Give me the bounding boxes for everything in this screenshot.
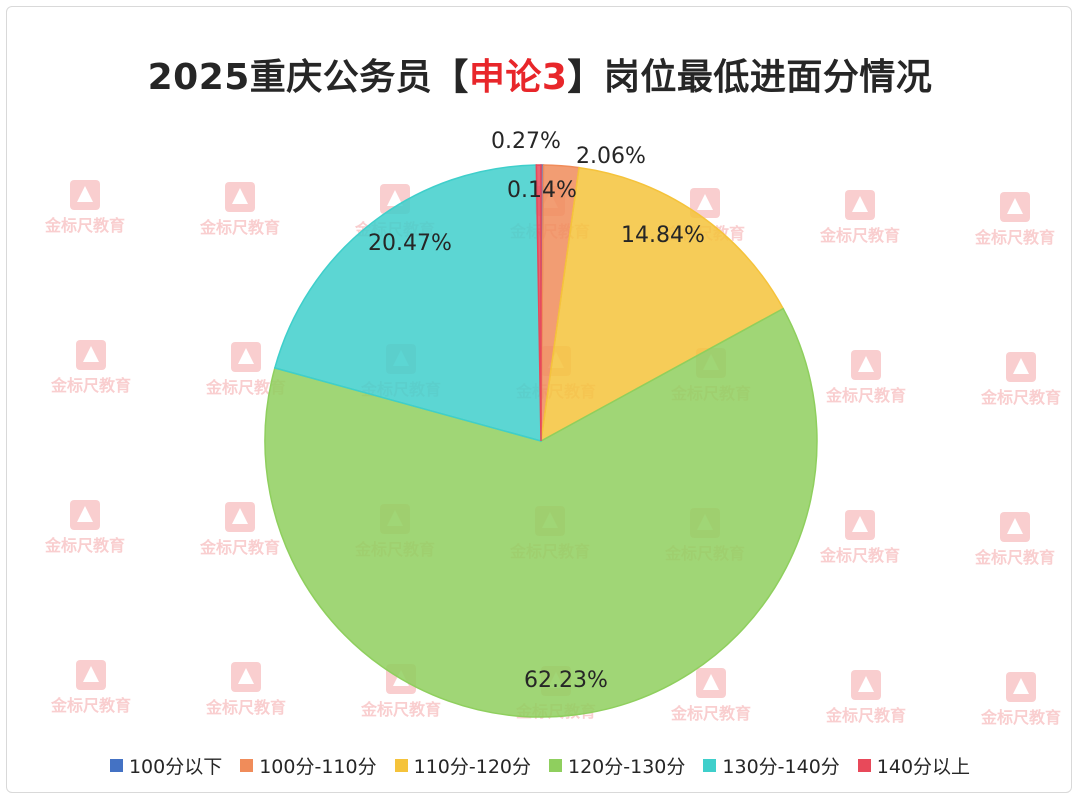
watermark-logo-icon bbox=[845, 510, 875, 540]
title-part-3: 】岗位最低进面分情况 bbox=[567, 57, 933, 98]
chart-title: 2025重庆公务员【申论3】岗位最低进面分情况 bbox=[0, 48, 1080, 100]
legend-swatch bbox=[549, 759, 562, 772]
watermark: 金标尺教育 bbox=[46, 660, 136, 716]
title-part-1: 2025重庆公务员【 bbox=[147, 57, 469, 98]
watermark: 金标尺教育 bbox=[976, 672, 1066, 728]
watermark-logo-icon bbox=[1000, 512, 1030, 542]
legend-item-3: 110分-120分 bbox=[394, 752, 531, 779]
legend-label: 130分-140分 bbox=[722, 756, 840, 778]
legend-label: 140分以上 bbox=[876, 756, 971, 778]
legend-label: 120分-130分 bbox=[568, 756, 686, 778]
legend-label: 100分-110分 bbox=[259, 756, 377, 778]
legend-item-5: 130分-140分 bbox=[703, 752, 840, 779]
watermark-logo-icon bbox=[1006, 672, 1036, 702]
legend-item-4: 120分-130分 bbox=[549, 752, 685, 779]
watermark: 金标尺教育 bbox=[46, 340, 136, 396]
watermark-logo-icon bbox=[70, 500, 100, 530]
watermark-logo-icon bbox=[845, 190, 875, 220]
watermark: 金标尺教育 bbox=[40, 500, 130, 556]
legend-swatch bbox=[240, 759, 254, 772]
watermark: 金标尺教育 bbox=[40, 180, 130, 236]
slice-label-2: 2.06% bbox=[576, 144, 646, 169]
watermark: 金标尺教育 bbox=[201, 342, 291, 398]
watermark: 金标尺教育 bbox=[666, 668, 756, 724]
pie-slice-6 bbox=[535, 164, 542, 442]
watermark: 金标尺教育 bbox=[195, 502, 285, 558]
pie-slice-3 bbox=[540, 166, 785, 443]
pie-slice-4 bbox=[264, 307, 818, 718]
watermark: 金标尺教育 bbox=[970, 192, 1060, 248]
watermark-logo-icon bbox=[225, 502, 255, 532]
watermark-logo-icon bbox=[231, 342, 261, 372]
legend-swatch bbox=[109, 759, 123, 772]
watermark: 金标尺教育 bbox=[976, 352, 1066, 408]
legend-label: 100分以下 bbox=[128, 756, 223, 778]
watermark-logo-icon bbox=[76, 660, 106, 690]
watermark-logo-icon bbox=[70, 180, 100, 210]
legend-label: 110分-120分 bbox=[413, 756, 531, 778]
legend-swatch bbox=[857, 759, 871, 772]
pie-slice-5 bbox=[273, 164, 542, 442]
legend-item-6: 140分以上 bbox=[857, 752, 971, 779]
watermark: 金标尺教育 bbox=[815, 510, 905, 566]
slice-label-3: 14.84% bbox=[621, 223, 705, 248]
watermark-logo-icon bbox=[231, 662, 261, 692]
legend-item-2: 100分-110分 bbox=[240, 752, 377, 779]
watermark: 金标尺教育 bbox=[195, 182, 285, 238]
watermark: 金标尺教育 bbox=[821, 350, 911, 406]
watermark-logo-icon bbox=[76, 340, 106, 370]
legend: 100分以下 100分-110分 110分-120分 120分-130分 130分-14… bbox=[0, 752, 1080, 779]
slice-label-4: 62.23% bbox=[524, 668, 608, 693]
watermark: 金标尺教育 bbox=[815, 190, 905, 246]
watermark-logo-icon bbox=[696, 668, 726, 698]
watermark: 金标尺教育 bbox=[970, 512, 1060, 568]
legend-item-1: 100分以下 bbox=[109, 752, 223, 779]
title-highlight: 申论3 bbox=[468, 57, 568, 98]
legend-swatch bbox=[394, 759, 408, 772]
watermark-logo-icon bbox=[851, 350, 881, 380]
watermark: 金标尺教育 bbox=[201, 662, 291, 718]
slice-label-5: 20.47% bbox=[368, 231, 452, 256]
watermark-logo-icon bbox=[1006, 352, 1036, 382]
legend-swatch bbox=[703, 759, 717, 772]
slice-label-6: 0.27% bbox=[491, 129, 561, 154]
slice-label-1: 0.14% bbox=[507, 178, 577, 203]
watermark: 金标尺教育 bbox=[821, 670, 911, 726]
watermark-logo-icon bbox=[851, 670, 881, 700]
watermark-logo-icon bbox=[1000, 192, 1030, 222]
watermark-logo-icon bbox=[225, 182, 255, 212]
